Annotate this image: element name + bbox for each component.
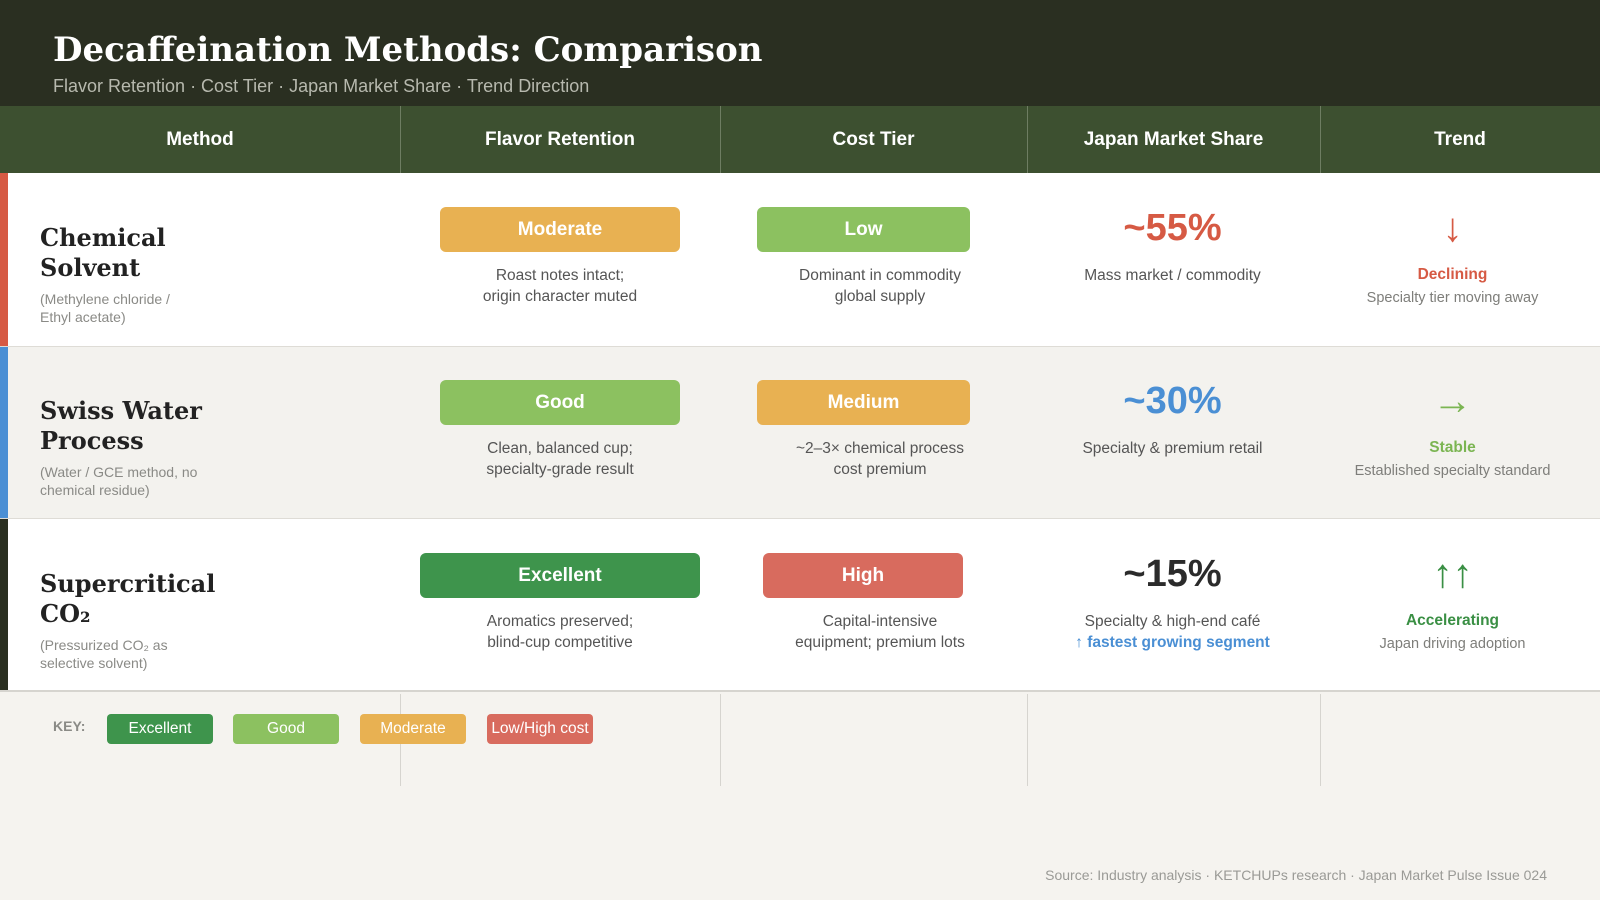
column-divider [1320,106,1321,173]
column-divider [720,106,721,173]
row-accent-bar [0,347,8,518]
double-arrow-up-icon: ↑↑ [1432,552,1473,596]
column-divider [1027,694,1028,786]
market-share-note: Specialty & high-end café ↑ fastest grow… [1030,611,1315,653]
cost-tier-note: Dominant in commodity global supply [799,267,961,305]
market-share-value: ~30% [1123,380,1222,422]
arrow-down-icon: ↓ [1442,206,1463,250]
market-share-value: ~55% [1123,207,1222,249]
cost-tier-badge: High [763,553,963,598]
flavor-retention-note: Clean, balanced cup; specialty-grade res… [486,440,634,478]
column-header-flavor-retention: Flavor Retention [485,128,635,150]
method-description: (Methylene chloride / Ethyl acetate) [40,291,170,325]
trend-label: Accelerating [1405,612,1500,629]
trend-label: Declining [1417,266,1488,283]
market-share-note: Specialty & premium retail [1082,440,1263,457]
key-item-low-high-cost: Low/High cost [487,714,593,744]
method-name: Swiss Water Process [40,396,202,455]
flavor-retention-badge: Excellent [420,553,700,598]
column-divider [1027,106,1028,173]
table-row: Chemical Solvent (Methylene chloride / E… [0,173,1600,346]
method-description: (Water / GCE method, no chemical residue… [40,464,198,498]
cost-tier-note: Capital-intensive equipment; premium lot… [795,613,965,651]
table-header: Method Flavor Retention Cost Tier Japan … [0,106,1600,173]
row-accent-bar [0,519,8,690]
column-header-method: Method [166,128,234,150]
column-divider [720,694,721,786]
method-name: Supercritical CO₂ [40,569,216,628]
market-share-note: Mass market / commodity [1084,267,1261,284]
page-title: Decaffeination Methods: Comparison [53,30,763,70]
column-header-trend: Trend [1434,128,1486,150]
source-note: Source: Industry analysis · KETCHUPs res… [1045,867,1547,883]
growth-highlight: ↑ fastest growing segment [1075,634,1270,651]
column-header-japan-market-share: Japan Market Share [1083,128,1264,150]
flavor-retention-badge: Moderate [440,207,680,252]
cost-tier-badge: Medium [757,380,970,425]
trend-note: Japan driving adoption [1379,636,1526,652]
arrow-right-icon: → [1432,379,1473,423]
cost-tier-note: ~2–3× chemical process cost premium [795,440,964,478]
table-row: Supercritical CO₂ (Pressurized CO₂ as se… [0,519,1600,692]
table-row: Swiss Water Process (Water / GCE method,… [0,346,1600,519]
key-item-good: Good [233,714,339,744]
key-item-excellent: Excellent [107,714,213,744]
page-header: Decaffeination Methods: Comparison Flavo… [0,0,1600,106]
flavor-retention-badge: Good [440,380,680,425]
key-label: KEY: [53,718,86,734]
trend-note: Specialty tier moving away [1366,290,1539,306]
column-header-cost-tier: Cost Tier [832,128,915,150]
trend-label: Stable [1429,439,1476,456]
method-description: (Pressurized CO₂ as selective solvent) [40,637,168,671]
trend-note: Established specialty standard [1354,463,1551,479]
page-subtitle: Flavor Retention · Cost Tier · Japan Mar… [53,76,590,96]
method-name: Chemical Solvent [40,223,166,282]
flavor-retention-note: Roast notes intact; origin character mut… [482,267,638,305]
flavor-retention-note: Aromatics preserved; blind-cup competiti… [486,613,634,651]
market-share-value: ~15% [1123,553,1222,595]
column-divider [1320,694,1321,786]
cost-tier-badge: Low [757,207,970,252]
key-item-moderate: Moderate [360,714,466,744]
column-divider [400,106,401,173]
row-accent-bar [0,173,8,346]
